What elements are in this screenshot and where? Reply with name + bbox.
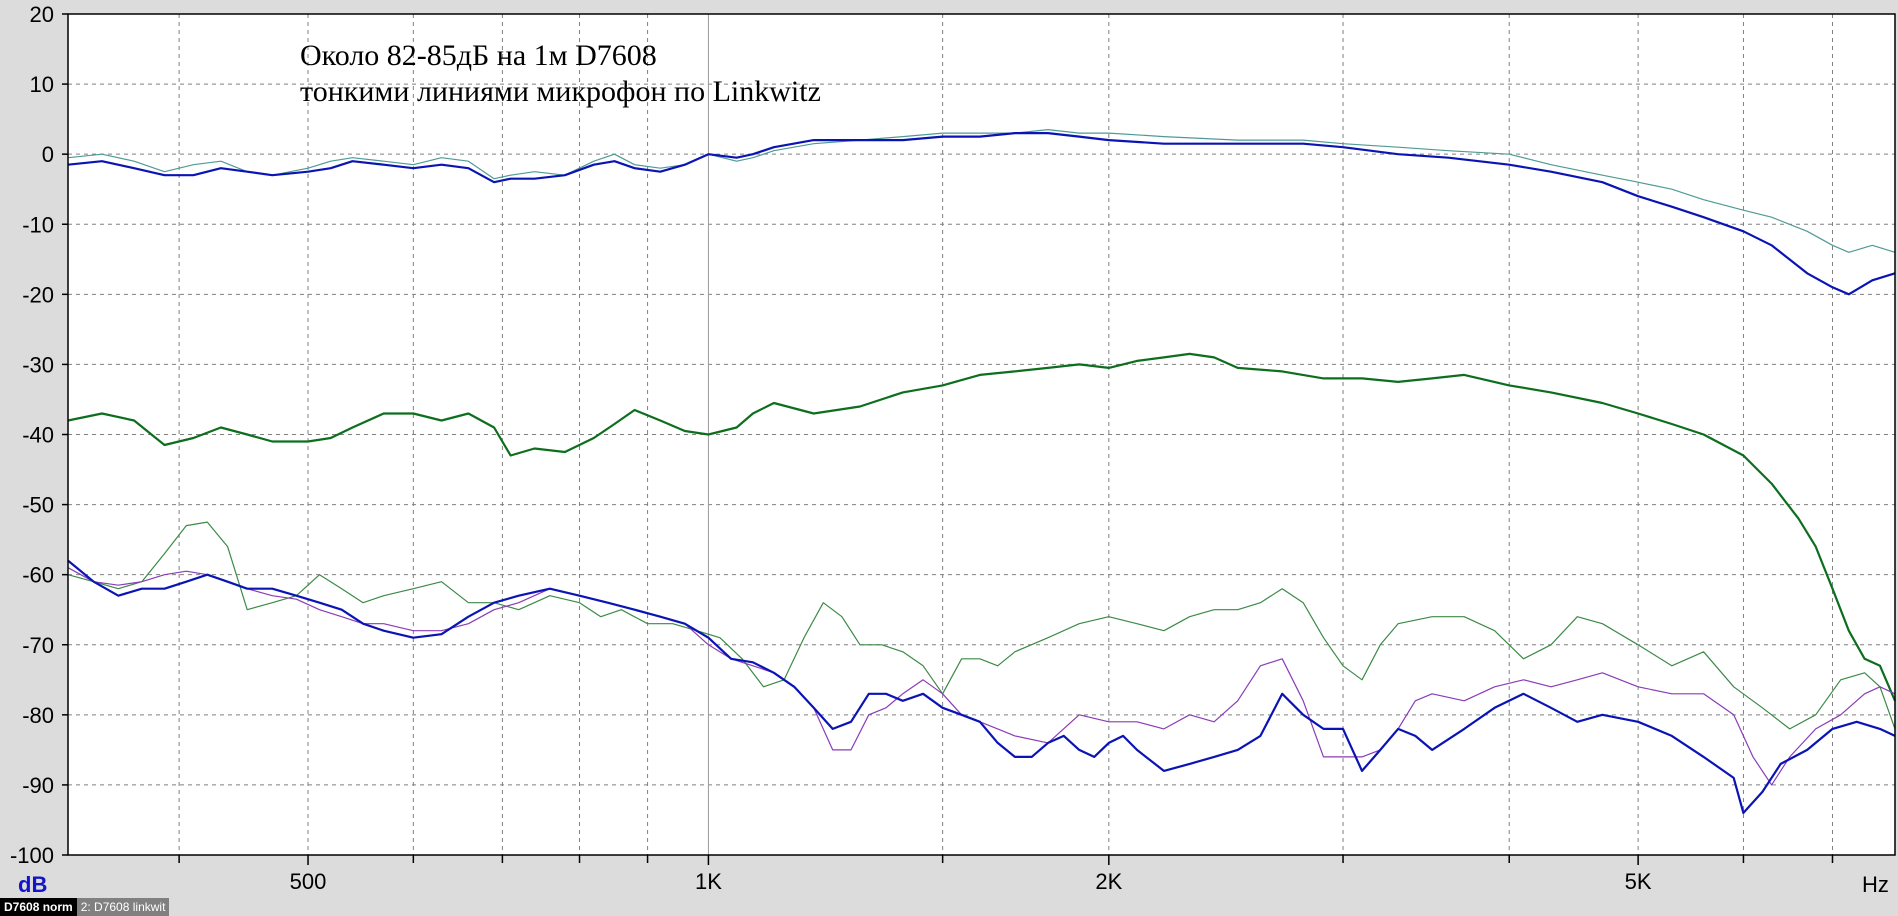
y-tick-label: -50 <box>22 493 54 518</box>
series-line-6 <box>67 559 1896 814</box>
y-tick-label: 0 <box>42 142 54 167</box>
grid-lines <box>68 14 1895 855</box>
x-tick-label: 5K <box>1625 869 1652 894</box>
series-lines <box>67 129 1897 814</box>
y-tick-label: -90 <box>22 773 54 798</box>
tab-d7608-norm[interactable]: D7608 norm <box>0 898 77 916</box>
y-tick-label: -80 <box>22 703 54 728</box>
y-tick-label: -30 <box>22 352 54 377</box>
series-line-3 <box>67 352 1897 702</box>
series-line-1 <box>67 129 1896 253</box>
annotation-line-2: тонкими линиями микрофон по Linkwitz <box>300 75 821 108</box>
y-tick-label: 10 <box>30 72 54 97</box>
y-tick-label: -70 <box>22 633 54 658</box>
trace-tabs: D7608 norm 2: D7608 linkwit <box>0 898 170 916</box>
y-tick-label: 20 <box>30 2 54 27</box>
y-tick-label: -100 <box>10 843 54 868</box>
axis-ticks: 20 10 0 -10 -20 -30 -40 -50 -60 -70 -80 -90 -100 500 1… <box>10 2 1834 894</box>
annotation-line-1: Около 82-85дБ на 1м D7608 <box>300 39 657 72</box>
y-tick-label: -10 <box>22 212 54 237</box>
y-tick-label: -60 <box>22 563 54 588</box>
series-line-2 <box>67 132 1896 296</box>
x-axis-unit: Hz <box>1862 872 1889 897</box>
x-tick-label: 1K <box>695 869 722 894</box>
x-tick-label: 500 <box>290 869 327 894</box>
tab-d7608-linkwit[interactable]: 2: D7608 linkwit <box>76 898 170 916</box>
y-tick-label: -40 <box>22 423 54 448</box>
y-axis-unit: dB <box>18 872 47 897</box>
plot-frame <box>67 13 1896 856</box>
y-tick-label: -20 <box>22 282 54 307</box>
x-tick-label: 2K <box>1095 869 1122 894</box>
